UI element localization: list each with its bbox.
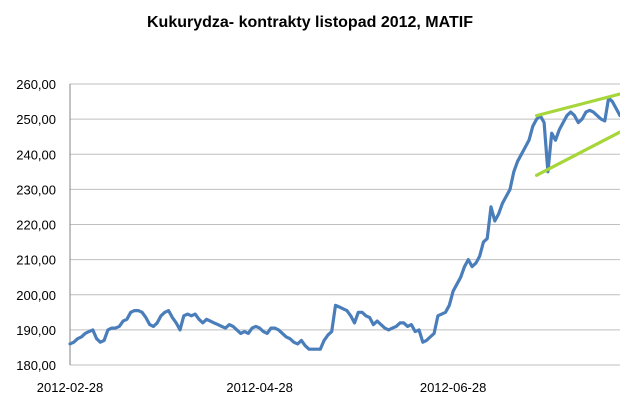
y-tick-label: 190,00 [16, 323, 56, 338]
x-axis-ticks: 2012-02-28 2012-04-28 2012-06-28 [37, 380, 487, 395]
gridlines [69, 83, 620, 366]
y-axis-ticks: 180,00 190,00 200,00 210,00 220,00 230,00 240,… [16, 77, 56, 373]
x-tick-label: 2012-02-28 [37, 380, 104, 395]
x-tick-label: 2012-04-28 [226, 380, 293, 395]
chart-title: Kukurydza- kontrakty listopad 2012, MATI… [147, 14, 473, 31]
y-tick-label: 260,00 [16, 77, 56, 92]
y-tick-label: 180,00 [16, 358, 56, 373]
y-tick-label: 250,00 [16, 112, 56, 127]
y-tick-label: 240,00 [16, 147, 56, 162]
series-line [68, 96, 620, 351]
trendline [534, 92, 620, 118]
y-tick-label: 230,00 [16, 182, 56, 197]
y-tick-label: 200,00 [16, 288, 56, 303]
trendline [534, 130, 620, 177]
x-tick-label: 2012-06-28 [420, 380, 487, 395]
y-tick-label: 220,00 [16, 218, 56, 233]
series-group [68, 96, 620, 351]
y-tick-label: 210,00 [16, 253, 56, 268]
trendlines-group [534, 92, 620, 177]
